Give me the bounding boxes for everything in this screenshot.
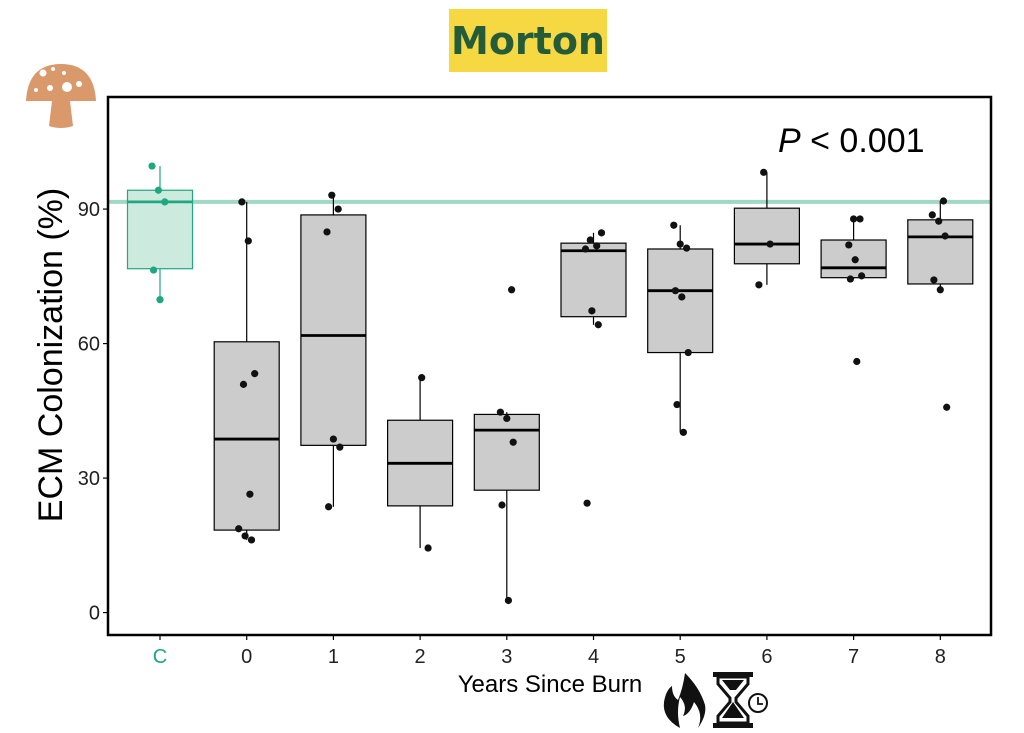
data-point (766, 240, 774, 248)
data-point (583, 499, 591, 507)
data-point (586, 236, 594, 244)
data-point (148, 162, 156, 170)
data-point (850, 215, 858, 223)
box-iqr (733, 207, 801, 265)
y-tick-label: 0 (89, 603, 100, 625)
x-tick-label: 0 (241, 646, 252, 668)
x-tick-label: 3 (501, 646, 512, 668)
data-point (244, 237, 252, 245)
y-tick-label: 30 (78, 468, 100, 490)
y-axis-label: ECM Colonization (%) (32, 188, 70, 522)
data-point (683, 244, 691, 252)
data-point (424, 544, 432, 552)
data-point (581, 245, 590, 253)
data-point (939, 197, 948, 205)
p-value: < 0.001 (801, 122, 925, 160)
data-point (498, 501, 506, 509)
box-iqr (473, 413, 540, 491)
x-tick-label: 7 (848, 646, 859, 668)
x-tick-label: C (153, 646, 167, 668)
data-point (238, 198, 246, 206)
mushroom-icon (26, 64, 96, 128)
data-point (588, 307, 596, 315)
box-iqr (126, 189, 194, 270)
data-point (323, 228, 331, 236)
data-point (755, 281, 763, 289)
data-point (161, 198, 169, 206)
clock-icon (748, 693, 768, 713)
data-point (503, 414, 511, 423)
data-point (671, 287, 680, 295)
data-point (241, 532, 249, 540)
data-point (329, 435, 337, 443)
data-point (941, 232, 949, 240)
p-value-annotation: P < 0.001 (778, 122, 925, 160)
box-iqr (907, 219, 974, 285)
data-point (853, 357, 861, 366)
data-point (154, 186, 162, 194)
y-tick-label: 90 (78, 199, 100, 221)
data-point (851, 256, 859, 264)
data-point (325, 503, 333, 511)
data-point (856, 215, 864, 223)
data-point (150, 266, 158, 274)
data-point (928, 211, 936, 219)
box-iqr (213, 341, 280, 531)
data-point (845, 241, 853, 249)
data-point (247, 536, 256, 544)
data-point (936, 286, 944, 294)
data-point (594, 321, 602, 329)
data-point (943, 403, 951, 411)
data-point (336, 443, 344, 451)
data-point (496, 408, 504, 416)
data-point (504, 596, 512, 605)
box-iqr (300, 214, 367, 446)
data-point (670, 221, 678, 229)
data-point (676, 240, 684, 248)
p-symbol: P (778, 122, 801, 160)
box-iqr (647, 248, 714, 354)
data-point (239, 380, 248, 388)
box-iqr (560, 242, 627, 318)
data-point (328, 191, 336, 199)
x-tick-label: 4 (588, 646, 599, 668)
x-axis-label: Years Since Burn (458, 671, 643, 698)
data-point (846, 275, 855, 283)
data-point (156, 296, 164, 304)
data-point (251, 370, 259, 378)
data-point (235, 525, 243, 533)
plot-frame (106, 95, 993, 637)
chart-title-badge: Morton (449, 9, 607, 72)
data-point (858, 272, 866, 280)
x-tick-label: 6 (761, 646, 772, 668)
hourglass-icon (713, 672, 753, 728)
data-point (930, 276, 938, 284)
data-point (673, 400, 681, 409)
data-point (679, 428, 688, 436)
x-tick-label: 1 (328, 646, 339, 668)
data-point (760, 168, 768, 176)
data-point (935, 217, 943, 225)
x-tick-label: 8 (935, 646, 946, 668)
chart-title: Morton (451, 18, 605, 63)
x-tick-label: 2 (415, 646, 426, 668)
y-tick-label: 60 (78, 334, 100, 356)
data-point (508, 286, 516, 294)
fire-icon (663, 673, 706, 728)
data-point (246, 490, 254, 498)
x-tick-label: 5 (675, 646, 686, 668)
data-point (593, 242, 601, 250)
data-point (597, 229, 606, 237)
data-point (334, 205, 342, 213)
data-point (509, 438, 517, 446)
data-point (684, 348, 692, 357)
data-point (678, 293, 686, 301)
data-point (418, 374, 426, 382)
